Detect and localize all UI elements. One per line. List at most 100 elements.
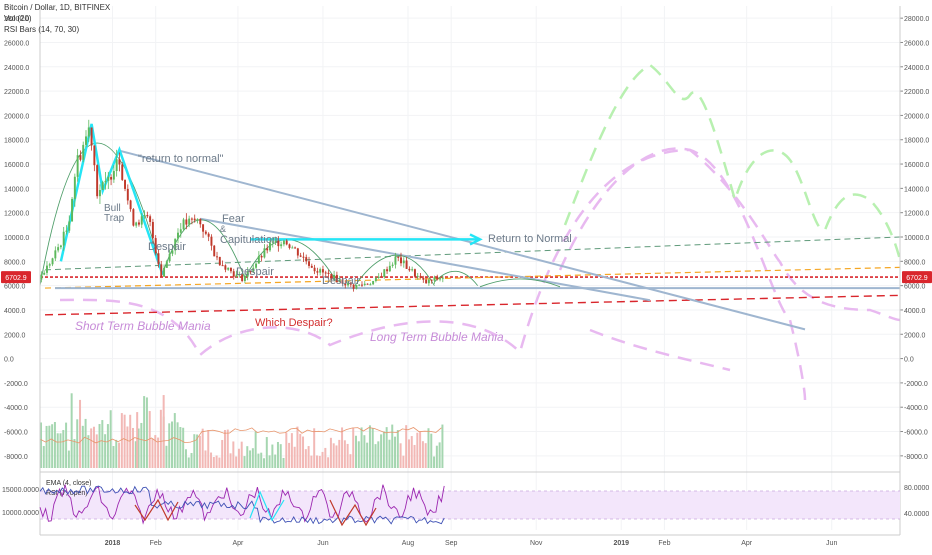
volume-bar <box>173 413 176 468</box>
candle-body <box>168 253 171 262</box>
candle-body <box>380 276 383 278</box>
volume-bar <box>120 413 123 468</box>
candle-body <box>90 127 93 146</box>
candle-body <box>310 265 313 268</box>
candle-body <box>425 279 428 284</box>
y-tick-label-right: -6000.0 <box>904 430 928 437</box>
volume-bar <box>143 396 146 468</box>
candle-body <box>154 238 157 254</box>
candle-body <box>330 274 333 280</box>
candle-body <box>327 272 330 275</box>
volume-bar <box>212 457 215 468</box>
volume-bar <box>388 439 391 468</box>
candle-body <box>419 275 422 278</box>
orange-trend-line <box>44 266 901 289</box>
candle-body <box>285 240 288 245</box>
candle-body <box>358 284 361 286</box>
candle-body <box>397 256 400 258</box>
y-tick-label-right: 10000.0 <box>904 235 929 242</box>
volume-bar <box>159 409 162 468</box>
volume-bar <box>70 393 73 468</box>
y-tick-label-left: 18000.0 <box>4 138 29 145</box>
volume-bar <box>327 457 330 468</box>
volume-bar <box>184 449 187 468</box>
candle-body <box>93 145 96 166</box>
y-tick-label-right: 0.0 <box>904 357 914 364</box>
candle-body <box>54 250 57 259</box>
candle-body <box>344 283 347 286</box>
annot-despair-1: Despair <box>148 241 186 253</box>
volume-bar <box>299 433 302 468</box>
volume-bar <box>304 449 307 468</box>
volume-bar <box>355 435 357 468</box>
volume-bar <box>95 434 98 468</box>
candle-body <box>291 247 294 249</box>
volume-bar <box>249 450 252 468</box>
candle-body <box>227 267 230 270</box>
volume-bar <box>171 421 174 468</box>
candle-body <box>277 240 280 247</box>
volume-bar <box>394 436 397 468</box>
candle-body <box>76 155 79 177</box>
volume-bar <box>288 442 291 468</box>
volume-bar <box>134 441 137 468</box>
candle-body <box>388 265 391 272</box>
candles <box>40 119 444 292</box>
candle-body <box>252 267 255 272</box>
candle-body <box>400 257 402 264</box>
volume-bar <box>109 410 112 468</box>
candle-body <box>185 219 188 225</box>
volume-bar <box>148 411 151 468</box>
candle-body <box>104 180 107 183</box>
candle-body <box>224 265 227 270</box>
candle-body <box>338 279 341 283</box>
candle-body <box>436 277 439 280</box>
y-tick-label-left: 28000.0 <box>4 16 29 23</box>
y-tick-label-left: 4000.0 <box>4 308 26 315</box>
volume-bar <box>268 455 271 468</box>
x-tick-label: Feb <box>658 540 670 547</box>
volume-bars <box>39 393 444 468</box>
volume-bar <box>40 422 42 468</box>
candle-body <box>143 215 146 217</box>
candle-body <box>229 267 232 272</box>
volume-bar <box>260 452 263 468</box>
y-tick-label-left: 12000.0 <box>4 211 29 218</box>
candle-body <box>369 284 372 286</box>
candle-body <box>363 283 366 285</box>
y-tick-label-left: 10000.0 <box>4 235 29 242</box>
volume-bar <box>59 433 62 468</box>
y-tick-label-left: 20000.0 <box>4 113 29 120</box>
candle-body <box>319 269 322 273</box>
candle-body <box>355 285 358 289</box>
volume-bar <box>162 395 165 468</box>
candle-body <box>43 272 46 275</box>
volume-bar <box>240 441 243 468</box>
candle-body <box>352 284 355 289</box>
y-tick-label-left: -6000.0 <box>4 430 28 437</box>
annot-bull-trap-2: Trap <box>104 213 125 224</box>
volume-bar <box>229 453 232 468</box>
candle-body <box>402 260 405 264</box>
volume-bar <box>246 446 249 468</box>
y-tick-label-right: -4000.0 <box>904 405 928 412</box>
candle-body <box>179 229 182 233</box>
candle-body <box>218 256 221 266</box>
volume-bar <box>435 445 438 468</box>
candle-body <box>82 144 85 160</box>
green-projection <box>563 63 902 261</box>
candle-body <box>305 257 308 262</box>
volume-bar <box>310 455 313 468</box>
candle-body <box>347 282 350 286</box>
volume-bar <box>421 441 424 468</box>
annot-return-to-normal: Return to Normal <box>488 233 572 245</box>
ind-left-tick-2: 10000.0000 <box>2 510 39 517</box>
candle-body <box>296 248 299 256</box>
candle-body <box>366 283 369 285</box>
y-tick-label-left: 14000.0 <box>4 186 29 193</box>
candle-body <box>238 274 241 276</box>
volume-bar <box>302 436 305 468</box>
volume-bar <box>237 448 240 468</box>
x-tick-label: Jun <box>317 540 328 547</box>
